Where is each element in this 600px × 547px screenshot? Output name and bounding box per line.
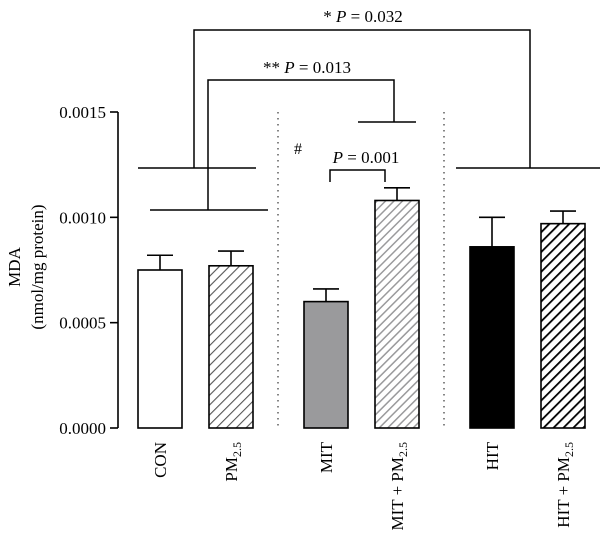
- p0032-label: * P = 0.032: [323, 7, 402, 26]
- y-axis-label-line2: (nmol/mg protein): [28, 204, 47, 329]
- bracket-p0032: [193, 29, 531, 168]
- y-tick-label: 0.0005: [59, 314, 106, 333]
- y-tick-label: 0.0010: [59, 208, 106, 227]
- p0013-label: ** P = 0.013: [263, 58, 351, 77]
- bar: [374, 199, 420, 429]
- bracket-p0001: [329, 169, 386, 182]
- x-tick-label: MIT: [317, 441, 336, 473]
- significance-brackets: [138, 29, 600, 211]
- bar: [208, 264, 254, 429]
- y-axis-label: MDA (nmol/mg protein): [5, 204, 47, 329]
- bars-group: [137, 187, 586, 429]
- bar: [540, 222, 586, 429]
- hash-marker: #: [294, 141, 302, 158]
- bar: [303, 300, 349, 429]
- y-tick-label: 0.0000: [59, 419, 106, 438]
- bar: [469, 246, 515, 429]
- x-tick-label: HIT + PM2.5: [554, 442, 576, 528]
- x-tick-labels: CON PM2.5 MIT MIT + PM2.5 HIT HIT + PM2.5: [151, 441, 576, 530]
- x-tick-label: HIT: [483, 441, 502, 470]
- p0001-label: P = 0.001: [332, 148, 400, 167]
- x-tick-label: PM2.5: [222, 442, 244, 482]
- bracket-p0013: [207, 79, 395, 210]
- x-tick-label: MIT + PM2.5: [388, 442, 410, 531]
- annotation-text: * P = 0.032 ** P = 0.013 P = 0.001 #: [263, 7, 403, 167]
- y-tick-label: 0.0015: [59, 103, 106, 122]
- bar: [137, 269, 183, 429]
- x-tick-label: CON: [151, 442, 170, 478]
- y-axis: 0.0000 0.0005 0.0010 0.0015: [59, 103, 119, 438]
- y-axis-label-line1: MDA: [5, 246, 24, 286]
